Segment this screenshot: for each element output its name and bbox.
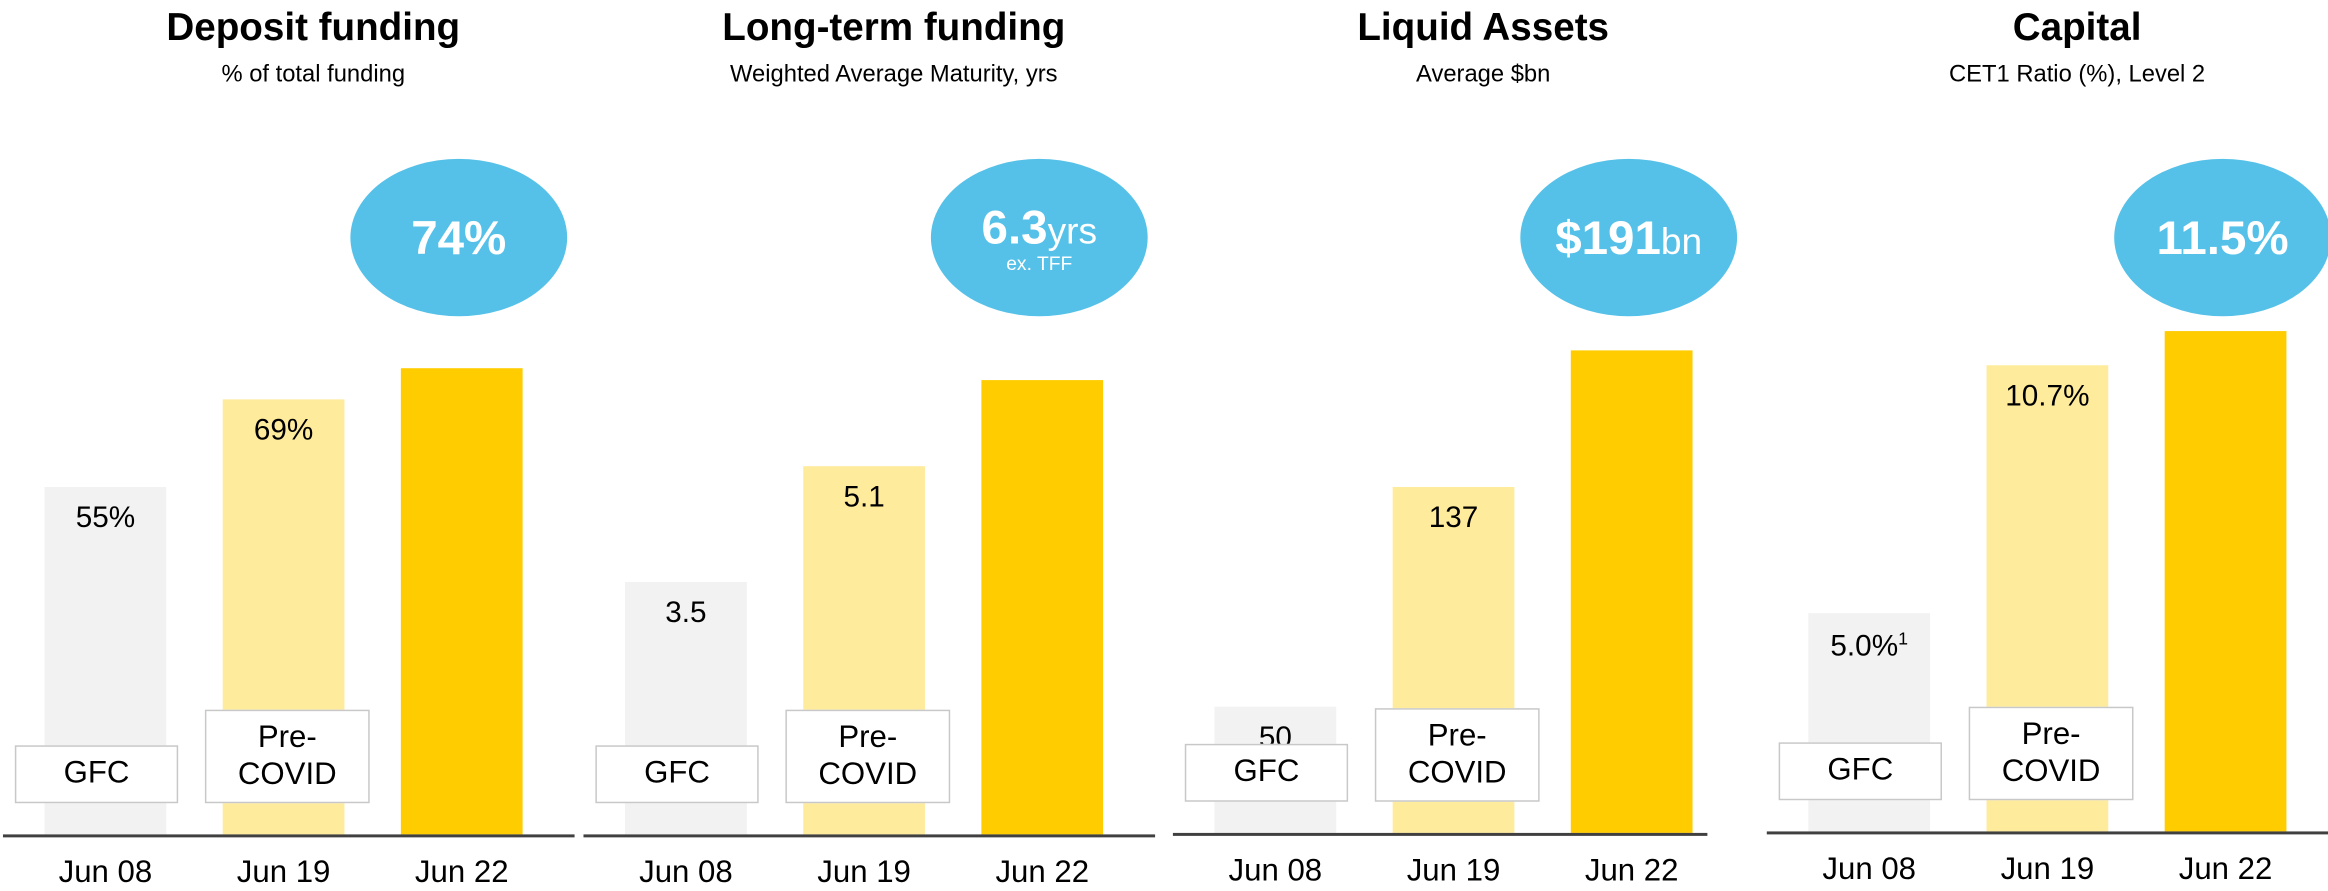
value-label-text: 10.7%: [2005, 380, 2090, 414]
chart-title: Liquid Assets: [1357, 4, 1610, 49]
period-label: Pre-COVID: [204, 709, 370, 804]
x-tick-label: Jun 08: [1228, 853, 1323, 888]
highlight-value: $191: [1555, 210, 1661, 264]
chart-title: Capital: [2012, 4, 2142, 49]
period-label: GFC: [1778, 742, 1942, 801]
x-tick-label: Jun 22: [1584, 853, 1679, 888]
value-label: 5.0%1: [1788, 629, 1951, 666]
highlight-value: 6.3: [981, 200, 1048, 254]
period-label: GFC: [14, 745, 179, 804]
x-tick-label: Jun 22: [2178, 852, 2273, 887]
x-axis: [2, 834, 575, 837]
period-label: Pre-COVID: [1374, 708, 1540, 802]
bar: [1570, 350, 1693, 833]
value-label-text: 5.1: [843, 481, 885, 515]
value-label-text: 55%: [75, 502, 136, 535]
value-label: 10.7%: [1966, 381, 2129, 415]
value-label: 69%: [202, 414, 365, 448]
chart-subtitle: CET1 Ratio (%), Level 2: [1949, 62, 2206, 88]
highlight-unit: bn: [1660, 220, 1703, 263]
highlight-bubble: 11.5%: [2114, 158, 2328, 317]
x-axis: [583, 834, 1156, 837]
period-label: GFC: [1184, 743, 1349, 802]
highlight-value: 11.5%: [2156, 210, 2289, 264]
x-tick-label: Jun 08: [639, 855, 733, 890]
highlight-line: 11.5%: [2157, 210, 2289, 265]
period-label: Pre-COVID: [785, 709, 951, 804]
chart-title: Long-term funding: [722, 4, 1066, 49]
highlight-note: ex. TFF: [1006, 252, 1073, 275]
x-axis: [1172, 832, 1708, 836]
period-label: GFC: [595, 745, 759, 804]
value-label: 55%: [24, 502, 187, 536]
value-label: 137: [1372, 502, 1535, 536]
value-label-text: 5.0%: [1830, 631, 1899, 664]
chart-subtitle: Weighted Average Maturity, yrs: [730, 62, 1058, 88]
highlight-unit: yrs: [1047, 210, 1098, 253]
x-tick-label: Jun 08: [1822, 852, 1917, 887]
highlight-line: 6.3yrs: [982, 200, 1098, 255]
x-tick-label: Jun 19: [817, 855, 911, 890]
bar: [981, 380, 1104, 835]
value-label: 3.5: [604, 597, 767, 631]
highlight-bubble: 74%: [350, 158, 568, 317]
chart-subtitle: Average $bn: [1416, 62, 1551, 88]
highlight-value: 74%: [411, 210, 507, 264]
chart-subtitle: % of total funding: [221, 62, 406, 88]
footnote-mark: 1: [1898, 628, 1909, 650]
highlight-bubble: 6.3yrs ex. TFF: [930, 158, 1148, 317]
x-tick-label: Jun 08: [58, 855, 153, 890]
value-label-text: 137: [1428, 501, 1479, 535]
highlight-bubble: $191bn: [1520, 158, 1738, 317]
x-axis: [1766, 831, 2328, 834]
highlight-line: $191bn: [1555, 210, 1702, 265]
value-label-text: 3.5: [665, 596, 707, 630]
chart-title: Deposit funding: [166, 4, 461, 49]
value-label-text: 69%: [253, 413, 314, 447]
highlight-line: 74%: [411, 210, 506, 265]
bar: [400, 367, 523, 835]
x-tick-label: Jun 22: [414, 855, 509, 890]
bar: [2164, 330, 2287, 832]
x-tick-label: Jun 19: [236, 855, 331, 890]
x-tick-label: Jun 19: [1406, 853, 1501, 888]
period-label: Pre-COVID: [1968, 706, 2134, 801]
x-tick-label: Jun 22: [995, 855, 1090, 890]
value-label: 5.1: [782, 481, 945, 515]
x-tick-label: Jun 19: [2000, 852, 2095, 887]
